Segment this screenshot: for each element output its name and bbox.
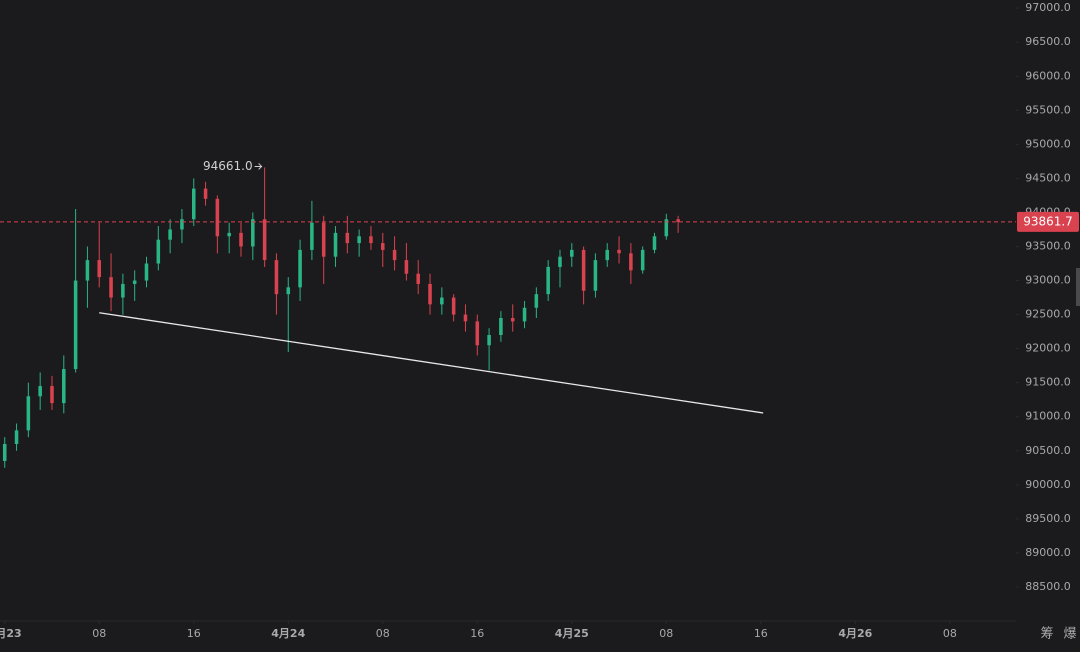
candle-body	[499, 317, 503, 336]
x-tick-label: 4月23	[0, 627, 22, 640]
candle-body	[286, 287, 291, 295]
candle-body	[298, 249, 302, 288]
footer-button[interactable]: 筹	[1040, 626, 1053, 642]
candle-body	[345, 232, 350, 244]
y-tick-label: 91000.0	[1025, 410, 1071, 423]
x-tick-label: 08	[376, 627, 390, 640]
candle-body	[227, 232, 231, 237]
candle-body	[97, 260, 102, 278]
scrollbar	[1076, 268, 1080, 306]
y-tick-label: 96500.0	[1025, 35, 1071, 48]
x-tick-label: 16	[470, 627, 484, 640]
candle-body	[357, 236, 361, 244]
candle-body	[558, 256, 562, 267]
y-tick-label: 94500.0	[1025, 171, 1071, 184]
candle-body	[168, 229, 172, 240]
y-tick-label: 95500.0	[1025, 103, 1071, 116]
candle-body	[274, 260, 279, 295]
candle-body	[593, 260, 598, 291]
y-tick-label: 89000.0	[1025, 546, 1071, 559]
last-price-box	[1017, 211, 1079, 232]
y-tick-label: 96000.0	[1025, 69, 1071, 82]
y-tick-label: 93000.0	[1025, 274, 1071, 287]
y-tick-label: 97000.0	[1025, 1, 1071, 14]
candle-body	[121, 283, 125, 298]
x-tick-label: 08	[943, 627, 957, 640]
max-price-label: 94661.0	[203, 159, 253, 173]
candle-body	[617, 249, 621, 254]
candle-body	[73, 280, 78, 370]
candle-body	[463, 314, 468, 322]
x-tick-label: 4月24	[271, 627, 305, 640]
candle-body	[652, 236, 657, 250]
y-tick-label: 92000.0	[1025, 342, 1071, 355]
x-tick-label: 08	[659, 627, 673, 640]
candle-body	[321, 222, 326, 257]
candle-body	[546, 266, 550, 295]
y-tick-label: 89500.0	[1025, 512, 1071, 525]
y-tick-label: 88500.0	[1025, 580, 1071, 593]
candle-body	[26, 396, 31, 431]
candle-body	[428, 283, 432, 305]
candle-body	[440, 297, 444, 305]
y-tick-label: 92500.0	[1025, 308, 1071, 321]
x-tick-label: 4月25	[555, 627, 589, 640]
candle-body	[2, 443, 7, 461]
y-tick-label: 90500.0	[1025, 444, 1071, 457]
candle-body	[369, 236, 373, 244]
candle-body	[581, 249, 586, 291]
trend-line	[99, 312, 764, 414]
candle-body	[85, 260, 90, 281]
y-tick-label: 90000.0	[1025, 478, 1071, 491]
candle-body	[180, 219, 184, 230]
candle-body	[14, 430, 19, 444]
candle-body	[333, 232, 338, 257]
candle-body	[570, 249, 574, 257]
candle-body	[392, 249, 397, 261]
candle-body	[664, 219, 669, 237]
y-tick-label: 91500.0	[1025, 376, 1071, 389]
candle-body	[475, 321, 480, 346]
max-price-arrow	[254, 163, 263, 170]
candle-body	[676, 219, 680, 222]
candle-body	[534, 294, 539, 308]
x-tick-label: 16	[187, 627, 201, 640]
candle-body	[50, 386, 54, 404]
x-tick-label: 4月26	[838, 627, 872, 640]
candle-body	[38, 386, 42, 397]
candle-body	[156, 239, 161, 264]
candle-body	[251, 219, 255, 247]
candle-body	[239, 232, 243, 247]
candle-body	[215, 198, 220, 237]
candle-body	[404, 260, 409, 274]
candle-body	[510, 317, 515, 322]
x-tick-label: 08	[92, 627, 106, 640]
x-tick-label: 16	[754, 627, 768, 640]
candle-body	[132, 280, 137, 284]
y-tick-label: 95000.0	[1025, 137, 1071, 150]
candle-body	[451, 297, 456, 315]
candle-body	[203, 188, 208, 199]
candle-body	[522, 307, 527, 322]
candle-body	[310, 222, 314, 250]
last-price-label: 93861.7	[1023, 214, 1073, 228]
candle-body	[262, 219, 267, 261]
candle-body	[144, 263, 149, 281]
candle-body	[416, 273, 420, 284]
candle-body	[629, 253, 633, 271]
footer-button[interactable]: 爆	[1063, 627, 1076, 642]
y-tick-label: 93500.0	[1025, 239, 1071, 252]
candle-body	[640, 249, 645, 271]
candle-body	[109, 277, 113, 298]
candle-body	[62, 369, 66, 404]
candle-body	[487, 335, 491, 346]
candle-body	[605, 249, 610, 261]
candle-body	[381, 243, 385, 250]
candle-body	[191, 188, 196, 220]
